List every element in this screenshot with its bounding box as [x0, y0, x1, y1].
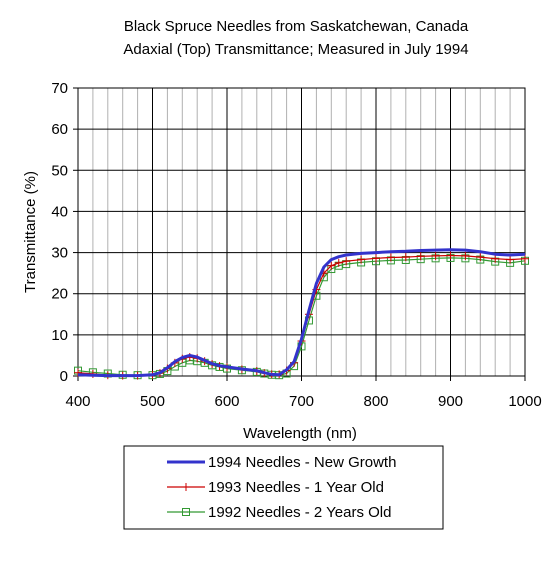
- legend-marker: [182, 483, 190, 491]
- legend-items: 1994 Needles - New Growth 1993 Needles - …: [167, 454, 396, 521]
- x-tick-label: 800: [363, 393, 388, 410]
- series-2-point: [461, 251, 470, 260]
- series-2-point: [476, 253, 485, 262]
- series-2-point: [342, 257, 351, 266]
- legend-label: 1994 Needles - New Growth: [208, 454, 396, 471]
- y-axis-label: Transmittance (%): [22, 171, 39, 293]
- series-layer: [74, 248, 529, 380]
- y-tick-label: 0: [60, 368, 68, 385]
- series-2-point: [521, 254, 529, 263]
- y-tick-label: 20: [51, 286, 68, 303]
- x-tick-label: 900: [438, 393, 463, 410]
- series-2-point: [372, 254, 380, 263]
- series-2-point: [401, 253, 410, 262]
- x-axis-ticks: 400 500 600 700 800 900 1000: [65, 376, 542, 410]
- series-2-point: [357, 255, 366, 264]
- legend-label: 1993 Needles - 1 Year Old: [208, 479, 384, 496]
- legend: 1994 Needles - New Growth 1993 Needles - …: [123, 445, 444, 530]
- series-2-point: [327, 261, 336, 270]
- x-axis-label: Wavelength (nm): [243, 425, 357, 442]
- legend-entry-1: 1994 Needles - New Growth: [167, 454, 396, 471]
- x-tick-label: 400: [65, 393, 90, 410]
- legend-label: 1992 Needles - 2 Years Old: [208, 504, 391, 521]
- x-tick-label: 600: [214, 393, 239, 410]
- series-2-point: [491, 254, 500, 263]
- y-tick-label: 50: [51, 162, 68, 179]
- series-2-point: [446, 251, 455, 260]
- legend-entry-3: 1992 Needles - 2 Years Old: [167, 504, 391, 521]
- y-axis-ticks: 0 10 20 30 40 50 60 70: [51, 80, 78, 385]
- series-2-point: [386, 253, 395, 262]
- y-tick-label: 40: [51, 203, 68, 220]
- x-tick-label: 700: [289, 393, 314, 410]
- x-tick-label: 1000: [508, 393, 541, 410]
- series-2-point: [506, 255, 515, 264]
- series-2-point: [334, 258, 343, 267]
- y-tick-label: 60: [51, 121, 68, 138]
- legend-entry-2: 1993 Needles - 1 Year Old: [167, 479, 384, 496]
- series-1-line: [77, 248, 526, 378]
- chart-title-line-2: Adaxial (Top) Transmittance; Measured in…: [123, 41, 468, 58]
- y-tick-label: 30: [51, 245, 68, 262]
- chart-title-line-1: Black Spruce Needles from Saskatchewan, …: [124, 18, 469, 35]
- x-tick-label: 500: [140, 393, 165, 410]
- series-2-point: [416, 252, 425, 261]
- legend-marker: [182, 508, 190, 516]
- y-tick-label: 70: [51, 80, 68, 97]
- series-2-point: [431, 251, 440, 260]
- grid-lines: [78, 88, 525, 376]
- series-1: [77, 248, 526, 378]
- y-tick-label: 10: [51, 327, 68, 344]
